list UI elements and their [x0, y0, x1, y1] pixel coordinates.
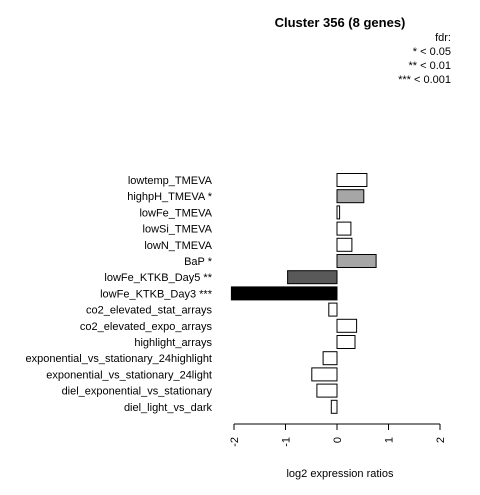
bars: [230, 173, 377, 414]
category-label: lowFe_KTKB_Day3 ***: [100, 288, 213, 300]
category-label: highlight_arrays: [134, 337, 212, 349]
bar: [322, 351, 338, 366]
legend-entry: ** < 0.01: [408, 60, 451, 72]
legend-entry: *** < 0.001: [398, 74, 451, 86]
bar: [336, 173, 368, 187]
bar: [311, 367, 338, 382]
category-label: BaP *: [184, 256, 213, 268]
bar: [336, 221, 352, 236]
bar: [336, 335, 356, 349]
category-label: lowFe_KTKB_Day5 **: [104, 272, 212, 284]
category-label: lowN_TMEVA: [144, 240, 212, 252]
category-label: lowSi_TMEVA: [143, 224, 213, 236]
category-label: highpH_TMEVA *: [127, 191, 213, 203]
bar: [230, 286, 338, 301]
category-label: lowFe_TMEVA: [139, 207, 212, 219]
legend: fdr: * < 0.05 ** < 0.01 *** < 0.001: [398, 32, 451, 86]
x-tick-label: 0: [332, 437, 344, 443]
legend-entry: * < 0.05: [413, 46, 451, 58]
legend-title: fdr:: [435, 32, 451, 44]
x-tick-label: -2: [229, 437, 241, 447]
bar: [316, 383, 338, 398]
bar: [328, 302, 338, 317]
category-label: co2_elevated_stat_arrays: [86, 305, 212, 317]
bar: [330, 399, 338, 414]
category-labels: lowtemp_TMEVA highpH_TMEVA * lowFe_TMEVAlo…: [25, 175, 212, 414]
category-label: exponential_vs_stationary_24highlight: [25, 353, 212, 365]
category-label: diel_exponential_vs_stationary: [62, 386, 213, 398]
x-tick-label: 1: [384, 437, 396, 443]
bar: [336, 205, 341, 220]
category-label: exponential_vs_stationary_24light: [46, 369, 212, 381]
x-tick-label: -1: [281, 437, 293, 447]
bar: [336, 189, 365, 204]
bar: [336, 254, 377, 268]
category-label: diel_light_vs_dark: [124, 402, 213, 414]
bar: [336, 237, 353, 252]
bar: [336, 318, 358, 333]
bar: [287, 270, 338, 285]
category-label: co2_elevated_expo_arrays: [80, 321, 213, 333]
x-tick-label: 2: [435, 437, 447, 443]
x-axis: -2 -1 0 1 2: [229, 423, 447, 447]
x-axis-label: log2 expression ratios: [286, 468, 394, 480]
category-label: lowtemp_TMEVA: [128, 175, 213, 187]
chart-title: Cluster 356 (8 genes): [275, 15, 406, 30]
